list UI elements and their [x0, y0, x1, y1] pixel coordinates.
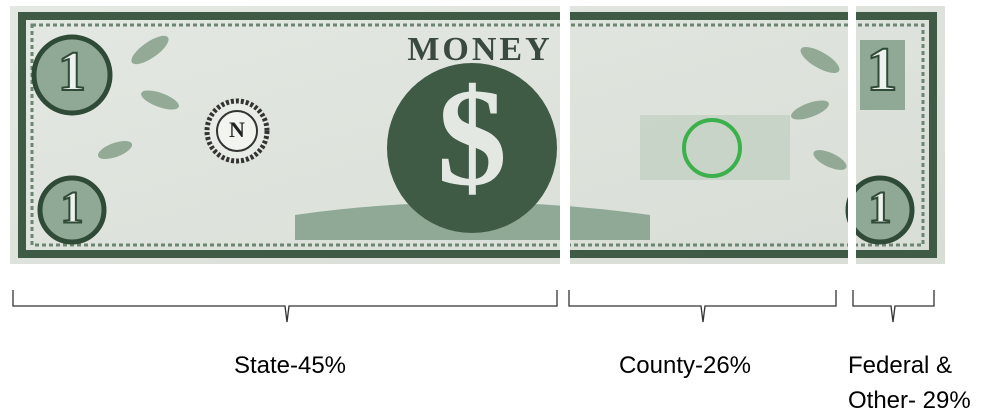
seal-letter: N [229, 117, 245, 142]
bill-title: MONEY [407, 31, 552, 68]
dollar-sign: $ [437, 60, 507, 215]
watermark [640, 115, 790, 180]
brace [852, 290, 935, 323]
bill-inner-border [30, 23, 925, 247]
bill-border [18, 12, 937, 258]
watermark-ring [682, 118, 742, 178]
segment-label: State-45% [233, 352, 347, 379]
dollar-medallion [387, 63, 557, 233]
corner-number: 1 [58, 41, 86, 103]
segment-label: County-26% [618, 352, 752, 379]
braces [12, 290, 935, 323]
seal-inner [216, 110, 258, 152]
cut-gap [560, 0, 570, 270]
segment-label: Federal & Other- 29% [848, 352, 971, 414]
cut-gap [848, 0, 856, 270]
corner-medallion [37, 175, 107, 245]
corner-medallion [860, 40, 905, 110]
corner-number: 1 [869, 182, 892, 233]
leaf-decoration [97, 35, 847, 170]
corner-number: 1 [867, 36, 898, 104]
brace [568, 290, 837, 323]
corner-number: 1 [61, 182, 84, 233]
corner-medallion [31, 34, 113, 116]
brace [12, 290, 558, 323]
